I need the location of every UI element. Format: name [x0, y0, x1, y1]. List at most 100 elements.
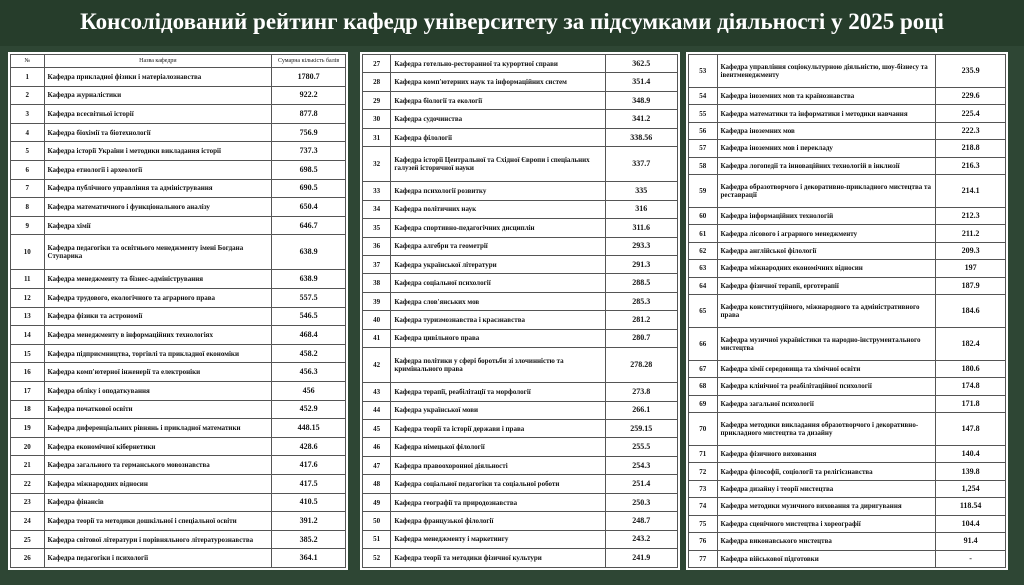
table-row: 70 Кафедра методики викладання образотвор… — [688, 412, 1006, 447]
column-header: № — [10, 54, 45, 68]
table-row: 42 Кафедра політики у сфері боротьби зі з… — [361, 347, 679, 384]
department-name: Кафедра початкової освіти — [43, 399, 273, 420]
row-number: 47 — [361, 455, 392, 476]
department-name: Кафедра слов'янських мов — [390, 291, 606, 312]
table-row: 48 Кафедра соціальної педагогіки та соціа… — [361, 474, 679, 494]
score: 174.8 — [935, 377, 1006, 396]
table-row: 26 Кафедра педагогіки і психології 364.1 — [10, 548, 346, 568]
table-row: 23 Кафедра фінансів 410.5 — [10, 492, 346, 513]
row-number: 61 — [688, 224, 718, 243]
score: 546.5 — [271, 306, 346, 327]
score: 338.56 — [604, 127, 679, 148]
row-number: 5 — [10, 141, 45, 161]
department-name: Кафедра журналістики — [43, 85, 273, 106]
table-row: 11 Кафедра менеджменту та бізнес-адмініст… — [10, 269, 346, 290]
score: 458.2 — [271, 343, 346, 364]
department-name: Кафедра терапії, реабілітації та морфоло… — [390, 382, 606, 402]
department-name: Кафедра методики викладання образотворчо… — [716, 412, 937, 447]
score: 737.3 — [271, 141, 346, 161]
score: 351.4 — [604, 72, 679, 92]
row-number: 68 — [688, 377, 718, 396]
table-row: 37 Кафедра української літератури 291.3 — [361, 254, 679, 275]
table-row: 68 Кафедра клінічної та реабілітаційної п… — [688, 377, 1006, 396]
row-number: 41 — [361, 328, 392, 349]
row-number: 28 — [361, 72, 392, 92]
row-number: 35 — [361, 218, 392, 238]
department-name: Кафедра управління соціокультурною діяль… — [716, 54, 937, 88]
row-number: 4 — [10, 122, 45, 143]
row-number: 16 — [10, 362, 45, 383]
department-name: Кафедра французької філології — [390, 511, 606, 531]
score: 337.7 — [604, 146, 679, 183]
score: 391.2 — [271, 511, 346, 531]
department-name: Кафедра біохімії та біотехнології — [43, 122, 273, 143]
row-number: 57 — [688, 139, 718, 158]
score: 241.9 — [604, 548, 679, 568]
row-number: 49 — [361, 492, 392, 513]
department-name: Кафедра обліку і оподаткування — [43, 381, 273, 401]
table-row: 46 Кафедра німецької філології 255.5 — [361, 437, 679, 457]
department-name: Кафедра іноземних мов і перекладу — [716, 139, 937, 158]
score: 171.8 — [935, 394, 1006, 414]
table-row: 8 Кафедра математичного і функціонального… — [10, 197, 346, 217]
score: 877.8 — [271, 104, 346, 124]
table-row: 3 Кафедра всесвітньої історії 877.8 — [10, 104, 346, 124]
table-row: 7 Кафедра публічного управління та адміні… — [10, 178, 346, 199]
row-number: 29 — [361, 90, 392, 111]
department-name: Кафедра педагогіки та освітнього менеджм… — [43, 234, 273, 271]
row-number: 59 — [688, 174, 718, 208]
row-number: 75 — [688, 514, 718, 534]
row-number: 11 — [10, 269, 45, 290]
department-name: Кафедра фізичної терапії, ерготерапії — [716, 276, 937, 296]
row-number: 60 — [688, 206, 718, 226]
department-name: Кафедра філології — [390, 127, 606, 148]
row-number: 70 — [688, 412, 718, 447]
department-name: Кафедра соціальної психології — [390, 273, 606, 293]
score: 255.5 — [604, 437, 679, 457]
department-name: Кафедра географії та природознавства — [390, 492, 606, 513]
table-row: 50 Кафедра французької філології 248.7 — [361, 511, 679, 531]
table-row: 40 Кафедра туризмознавства і краєзнавства… — [361, 310, 679, 330]
row-number: 69 — [688, 394, 718, 414]
score: 1780.7 — [271, 67, 346, 87]
row-number: 6 — [10, 159, 45, 180]
row-number: 17 — [10, 381, 45, 401]
department-name: Кафедра підприємництва, торгівлі та прик… — [43, 343, 273, 364]
score: 91.4 — [935, 532, 1006, 551]
score: 273.8 — [604, 382, 679, 402]
row-number: 22 — [10, 473, 45, 494]
row-number: 58 — [688, 156, 718, 176]
row-number: 39 — [361, 291, 392, 312]
table-row: 52 Кафедра теорії та методики фізичної ку… — [361, 548, 679, 568]
department-name: Кафедра музичної україністики та народно… — [716, 326, 937, 361]
score: 211.2 — [935, 224, 1006, 243]
score: 410.5 — [271, 492, 346, 513]
row-number: 44 — [361, 400, 392, 421]
table-row: 32 Кафедра історії Центральної та Східної… — [361, 146, 679, 183]
department-name: Кафедра менеджменту в інформаційних техн… — [43, 325, 273, 345]
table-row: 67 Кафедра хімії середовища та хімічної о… — [688, 359, 1006, 379]
score: 922.2 — [271, 85, 346, 106]
department-name: Кафедра судочинства — [390, 109, 606, 129]
score: 341.2 — [604, 109, 679, 129]
row-number: 72 — [688, 462, 718, 481]
department-name: Кафедра публічного управління та адмініс… — [43, 178, 273, 199]
score: 278.28 — [604, 347, 679, 384]
department-name: Кафедра конституційного, міжнародного та… — [716, 294, 937, 328]
row-number: 26 — [10, 548, 45, 568]
row-number: 24 — [10, 511, 45, 531]
row-number: 20 — [10, 436, 45, 457]
row-number: 23 — [10, 492, 45, 513]
score: - — [935, 549, 1006, 569]
score: 385.2 — [271, 529, 346, 550]
score: 417.6 — [271, 455, 346, 475]
row-number: 15 — [10, 343, 45, 364]
table-row: 18 Кафедра початкової освіти 452.9 — [10, 399, 346, 420]
table-row: 47 Кафедра правоохоронної діяльності 254.3 — [361, 455, 679, 476]
department-name: Кафедра логопедії та інноваційних технол… — [716, 156, 937, 176]
score: 187.9 — [935, 276, 1006, 296]
row-number: 19 — [10, 418, 45, 438]
table-row: 63 Кафедра міжнародних економічних віднос… — [688, 259, 1006, 278]
row-number: 42 — [361, 347, 392, 384]
row-number: 1 — [10, 67, 45, 87]
